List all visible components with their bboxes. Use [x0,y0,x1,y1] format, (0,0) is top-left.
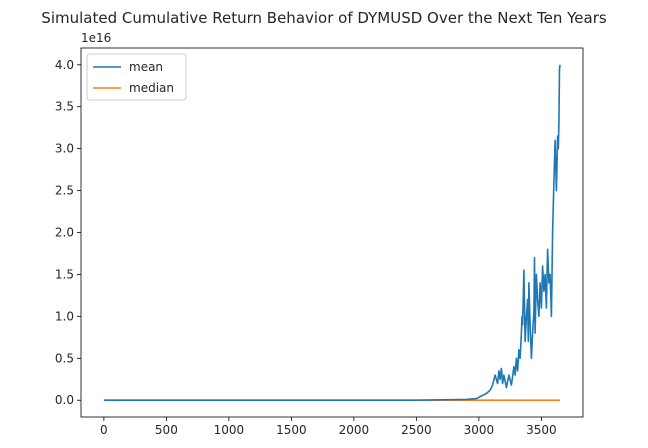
series-line-mean [103,64,561,402]
legend-label-mean: mean [129,60,163,74]
x-tick-label: 1000 [214,423,245,437]
y-tick-label: 0.5 [55,351,74,365]
y-tick-label: 4.0 [55,58,74,72]
x-tick-label: 3500 [526,423,557,437]
legend-label-median: median [129,81,174,95]
series-layer [103,64,561,402]
chart-title: Simulated Cumulative Return Behavior of … [41,9,607,27]
y-tick-label: 1.0 [55,309,74,323]
x-tick-label: 500 [155,423,178,437]
plot-area [80,47,584,418]
x-tick-label: 1500 [276,423,307,437]
y-offset-label: 1e16 [81,31,111,45]
y-tick-label: 3.5 [55,100,74,114]
x-tick-label: 2000 [339,423,370,437]
y-tick-label: 1.5 [55,267,74,281]
ticks-layer: 0 500 1000 1500 2000 2500 3000 3500 0.0 0.5 1.0 1.5… [55,58,557,437]
legend: mean median [86,53,187,101]
x-tick-label: 0 [100,423,108,437]
x-tick-label: 2500 [401,423,432,437]
y-tick-label: 3.0 [55,142,74,156]
y-tick-label: 0.0 [55,393,74,407]
y-tick-label: 2.0 [55,226,74,240]
x-tick-label: 3000 [464,423,495,437]
y-tick-label: 2.5 [55,184,74,198]
